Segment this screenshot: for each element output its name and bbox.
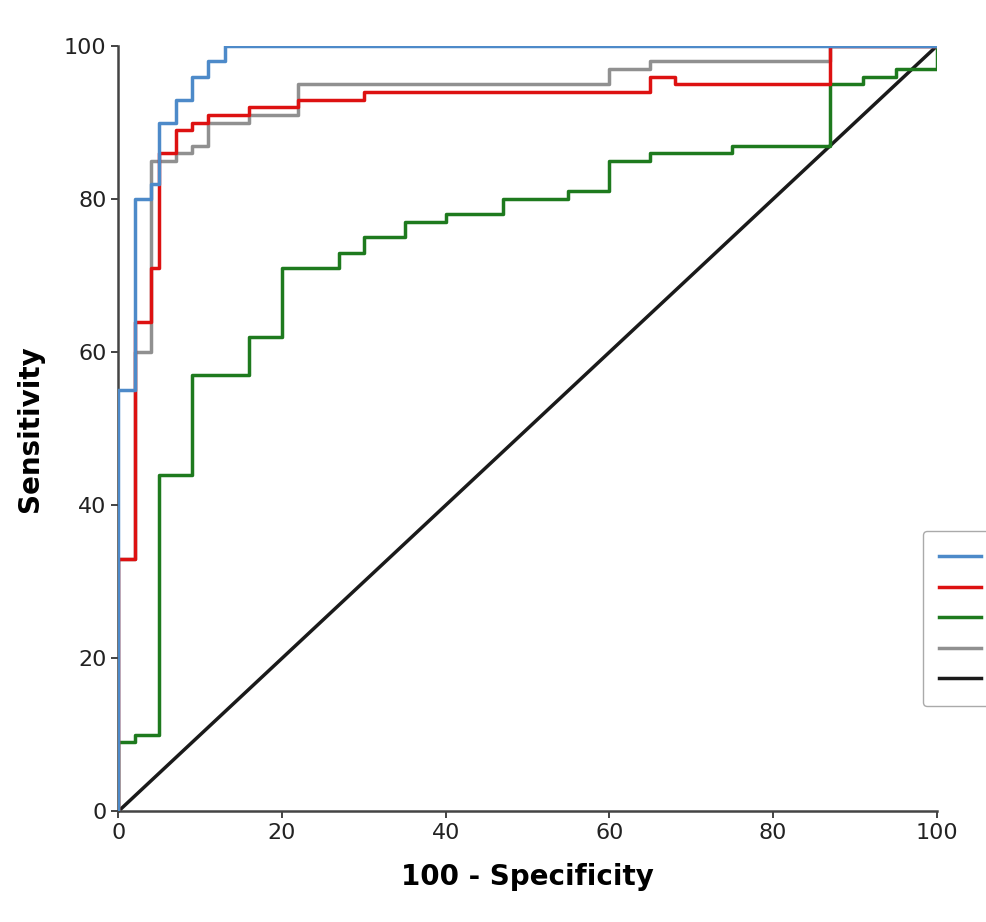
Y-axis label: Sensitivity: Sensitivity — [17, 346, 44, 512]
Legend: PT, LL, SS, PI, Reference Line: PT, LL, SS, PI, Reference Line — [923, 531, 986, 706]
X-axis label: 100 - Specificity: 100 - Specificity — [401, 863, 654, 891]
